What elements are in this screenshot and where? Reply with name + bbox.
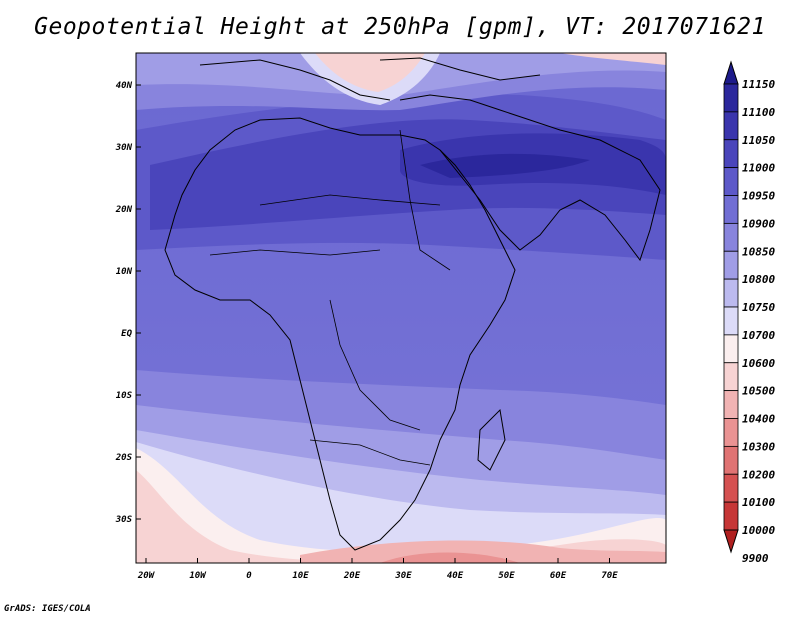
colorbar-swatch xyxy=(723,83,739,113)
colorbar-label: 10400 xyxy=(742,413,775,426)
lon-label: 60E xyxy=(550,571,567,581)
colorbar-swatch xyxy=(723,473,739,503)
colorbar-swatch xyxy=(723,195,739,224)
colorbar-label: 10700 xyxy=(742,329,775,342)
lat-label: 20S xyxy=(115,453,133,463)
lat-label: 40N xyxy=(116,81,133,91)
latitude-axis: 40N 30N 20N 10N EQ 10S 20S 30S xyxy=(115,81,141,525)
colorbar-label: 11000 xyxy=(742,162,775,175)
colorbar-swatch xyxy=(723,418,739,447)
lon-label: 10E xyxy=(292,571,309,581)
colorbar-label: 10950 xyxy=(742,190,775,203)
lat-label: 30N xyxy=(115,143,133,153)
colorbar: 11150 11100 11050 11000 10950 10900 10850 10800… xyxy=(723,60,775,565)
colorbar-label: 10100 xyxy=(742,496,775,509)
lat-label: 10N xyxy=(116,267,133,277)
colorbar-swatch xyxy=(723,306,739,336)
colorbar-swatch xyxy=(723,501,739,531)
lat-label: 30S xyxy=(115,515,133,525)
longitude-axis: 20W 10W 0 10E 20E 30E 40E 50E 60E 70E xyxy=(137,558,618,581)
colorbar-label: 11050 xyxy=(742,134,775,147)
colorbar-label: 10600 xyxy=(742,357,775,370)
colorbar-label: 10850 xyxy=(742,245,775,258)
lon-label: 10W xyxy=(189,571,207,581)
lon-label: 40E xyxy=(447,571,464,581)
colorbar-label: 11100 xyxy=(742,106,775,119)
colorbar-swatch xyxy=(723,362,739,392)
colorbar-label: 10200 xyxy=(742,468,775,481)
colorbar-bottom-arrow xyxy=(723,529,739,554)
colorbar-label: 11150 xyxy=(742,78,775,91)
lon-label: 20W xyxy=(137,571,156,581)
lon-label: 20E xyxy=(343,571,361,581)
lon-label: 30E xyxy=(394,571,412,581)
lon-label: 50E xyxy=(498,571,515,581)
colorbar-label: 10300 xyxy=(742,440,775,453)
colorbar-swatch xyxy=(723,390,739,419)
colorbar-swatch xyxy=(723,445,739,475)
lat-label: 10S xyxy=(116,391,133,401)
colorbar-label: 9900 xyxy=(742,552,769,565)
colorbar-swatch xyxy=(723,139,739,169)
colorbar-label: 10900 xyxy=(742,217,775,230)
colorbar-label: 10000 xyxy=(742,524,775,537)
colorbar-label: 10500 xyxy=(742,385,775,398)
colorbar-top-arrow xyxy=(723,60,739,85)
map-title: Geopotential Height at 250hPa [gpm], VT:… xyxy=(34,14,766,40)
lon-label: 0 xyxy=(246,571,252,581)
colorbar-swatch xyxy=(723,250,739,280)
colorbar-swatch xyxy=(723,111,739,141)
colorbar-label: 10750 xyxy=(742,301,775,314)
height-field xyxy=(136,53,666,563)
coastlines xyxy=(164,57,661,551)
colorbar-swatch xyxy=(723,334,739,364)
map-frame xyxy=(135,52,667,564)
colorbar-label: 10800 xyxy=(742,273,775,286)
lon-label: 70E xyxy=(601,571,618,581)
grads-credit: GrADS: IGES/COLA xyxy=(4,604,91,614)
colorbar-swatch xyxy=(723,278,739,308)
lat-label: 20N xyxy=(115,205,133,215)
colorbar-swatch xyxy=(723,222,739,252)
lat-label: EQ xyxy=(121,329,132,339)
colorbar-swatch xyxy=(723,167,739,196)
